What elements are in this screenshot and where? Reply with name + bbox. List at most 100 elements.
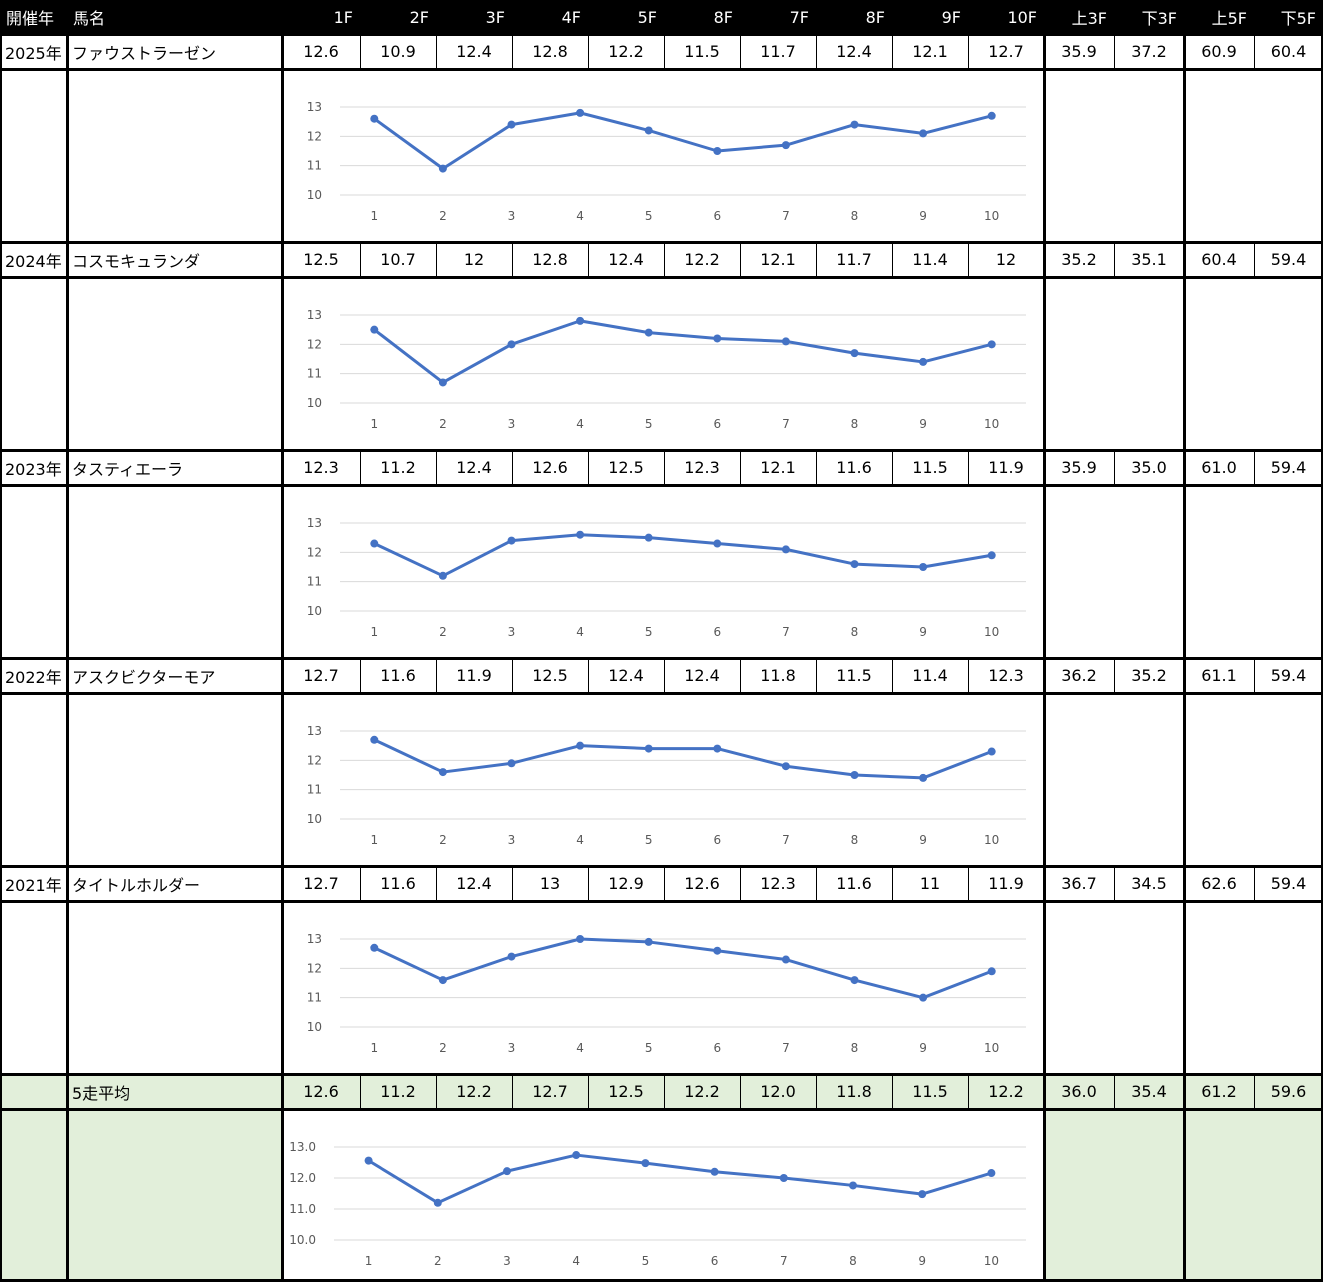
split-cell: 12.3	[303, 458, 339, 477]
split-cell: 12.4	[836, 42, 872, 61]
split-cell: 11	[919, 874, 941, 893]
data-point	[576, 316, 585, 325]
grid-border	[588, 866, 589, 901]
split-cell: 11.6	[836, 874, 872, 893]
data-point	[850, 120, 859, 129]
data-point	[919, 773, 928, 782]
split-cell: 13	[539, 874, 561, 893]
grid-border	[968, 866, 969, 901]
grid-border	[0, 241, 1323, 244]
series-line	[373, 937, 993, 1000]
x-tick-label: 7	[782, 1041, 790, 1055]
x-tick-label: 8	[851, 833, 859, 847]
header-year: 開催年	[0, 0, 67, 34]
y-tick-label: 11	[307, 159, 322, 173]
year-cell: 2022年	[5, 667, 62, 687]
split-cell: 12.5	[532, 666, 568, 685]
split-cell: 12.1	[912, 42, 948, 61]
grid-border	[740, 1074, 741, 1109]
grid-border	[816, 658, 817, 693]
y-tick-label: 12	[307, 961, 322, 975]
x-tick-label: 8	[851, 209, 859, 223]
grid-border	[0, 900, 1323, 903]
y-tick-label: 12	[307, 545, 322, 559]
grid-border	[664, 34, 665, 69]
split-cell: 11.4	[912, 666, 948, 685]
y-tick-label: 10	[307, 812, 322, 826]
grid-border	[664, 1074, 665, 1109]
grid-border	[512, 658, 513, 693]
data-point	[781, 545, 790, 554]
y-tick-label: 13	[307, 308, 322, 322]
grid-border	[740, 866, 741, 901]
data-point	[987, 747, 996, 756]
split-cell: 11.5	[892, 1074, 968, 1109]
header-col-2: 1F	[282, 0, 360, 34]
series-line	[373, 319, 993, 384]
x-tick-label: 1	[370, 209, 378, 223]
data-point	[781, 955, 790, 964]
split-cell: 12.5	[608, 458, 644, 477]
data-point	[850, 560, 859, 569]
grid-border	[436, 866, 437, 901]
y-tick-label: 12	[307, 129, 322, 143]
x-tick-label: 5	[642, 1254, 650, 1268]
x-tick-label: 10	[984, 417, 999, 431]
data-point	[849, 1181, 857, 1190]
split-cell: 11.9	[988, 458, 1024, 477]
split-cell: 12.2	[684, 250, 720, 269]
stat-cell: 34.5	[1131, 874, 1167, 893]
data-point	[507, 120, 516, 129]
data-point	[433, 1198, 442, 1207]
split-cell: 12.2	[608, 42, 644, 61]
split-cell: 11.2	[360, 1074, 436, 1109]
y-tick-label: 13	[307, 932, 322, 946]
data-point	[576, 741, 585, 750]
stat-cell: 61.1	[1201, 666, 1237, 685]
header-col-10: 9F	[892, 0, 968, 34]
grid-border	[892, 34, 893, 69]
y-tick-label: 10	[307, 604, 322, 618]
grid-border	[740, 34, 741, 69]
split-cell: 12	[463, 250, 485, 269]
stat-cell: 37.2	[1131, 42, 1167, 61]
stat-cell: 35.2	[1131, 666, 1167, 685]
grid-border	[968, 34, 969, 69]
x-tick-label: 8	[849, 1254, 857, 1268]
stat-cell: 59.4	[1270, 250, 1307, 269]
y-tick-label: 13	[307, 724, 322, 738]
stat-cell: 61.0	[1201, 458, 1237, 477]
grid-border	[1114, 658, 1115, 693]
grid-border	[968, 1074, 969, 1109]
split-cell: 12.5	[588, 1074, 664, 1109]
data-point	[507, 340, 516, 349]
split-cell: 12.1	[760, 458, 796, 477]
stat-cell: 60.4	[1270, 42, 1307, 61]
stat-cell: 60.9	[1201, 42, 1237, 61]
x-tick-label: 7	[782, 833, 790, 847]
split-cell: 11.7	[760, 42, 796, 61]
split-cell: 12.6	[684, 874, 720, 893]
series-line	[373, 111, 993, 171]
x-tick-label: 6	[713, 625, 721, 639]
year-cell: 2023年	[5, 459, 62, 479]
data-point	[713, 334, 722, 343]
stat-cell: 60.4	[1201, 250, 1237, 269]
y-tick-label: 10.0	[289, 1233, 316, 1247]
data-point	[503, 1167, 511, 1176]
stat-cell: 35.4	[1114, 1074, 1184, 1109]
split-cell: 12.2	[436, 1074, 512, 1109]
grid-border	[816, 1074, 817, 1109]
data-point	[438, 378, 447, 387]
grid-border	[512, 34, 513, 69]
x-tick-label: 2	[434, 1254, 442, 1268]
x-tick-label: 7	[780, 1254, 788, 1268]
grid-border	[0, 34, 2, 1281]
split-cell: 12.7	[512, 1074, 588, 1109]
x-tick-label: 3	[508, 209, 516, 223]
x-tick-label: 5	[645, 1041, 653, 1055]
grid-border	[588, 1074, 589, 1109]
